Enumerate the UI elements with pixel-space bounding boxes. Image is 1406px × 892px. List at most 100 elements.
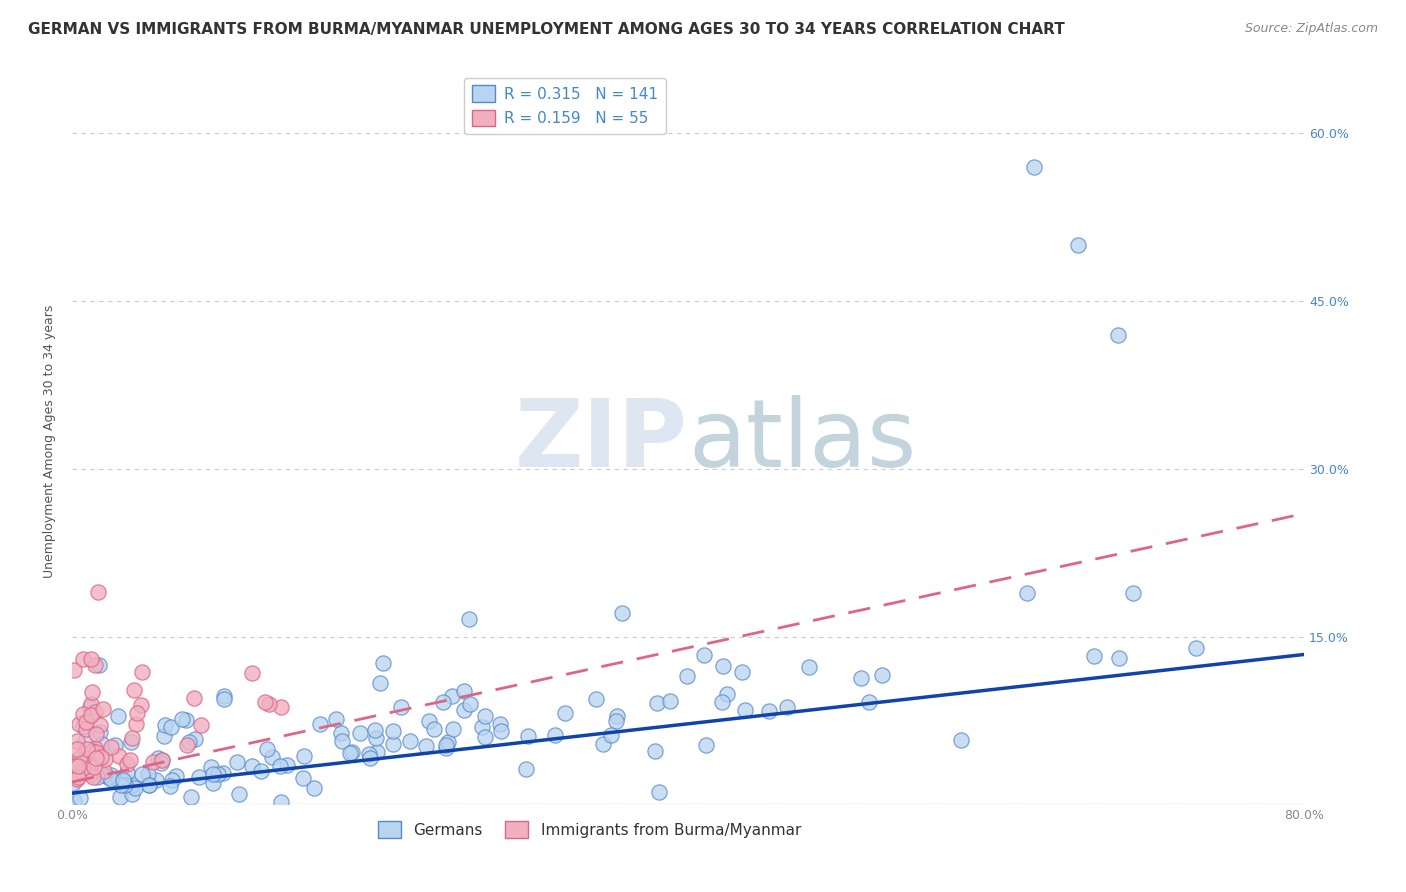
- Point: [114, 778, 136, 792]
- Point: [432, 695, 454, 709]
- Point: [65, 772, 87, 787]
- Point: [399, 733, 422, 747]
- Point: [121, 787, 143, 801]
- Point: [250, 764, 273, 778]
- Point: [437, 735, 460, 749]
- Point: [359, 747, 381, 761]
- Point: [187, 771, 209, 785]
- Point: [124, 780, 146, 795]
- Point: [165, 769, 187, 783]
- Point: [84, 727, 107, 741]
- Point: [292, 749, 315, 764]
- Point: [256, 742, 278, 756]
- Point: [647, 697, 669, 711]
- Point: [381, 737, 404, 751]
- Point: [366, 745, 388, 759]
- Point: [80, 744, 103, 758]
- Point: [100, 768, 122, 782]
- Point: [515, 762, 537, 776]
- Point: [63, 759, 86, 773]
- Point: [458, 697, 481, 711]
- Point: [150, 756, 173, 771]
- Point: [415, 739, 437, 753]
- Point: [612, 606, 634, 620]
- Text: ZIP: ZIP: [515, 395, 688, 487]
- Point: [83, 760, 105, 774]
- Point: [544, 728, 567, 742]
- Text: GERMAN VS IMMIGRANTS FROM BURMA/MYANMAR UNEMPLOYMENT AMONG AGES 30 TO 34 YEARS C: GERMAN VS IMMIGRANTS FROM BURMA/MYANMAR …: [28, 22, 1064, 37]
- Point: [1108, 650, 1130, 665]
- Point: [184, 732, 207, 747]
- Point: [190, 718, 212, 732]
- Point: [80, 708, 103, 723]
- Point: [585, 692, 607, 706]
- Point: [212, 691, 235, 706]
- Point: [111, 772, 134, 787]
- Point: [82, 770, 104, 784]
- Point: [453, 703, 475, 717]
- Point: [330, 733, 353, 747]
- Point: [342, 745, 364, 759]
- Point: [155, 718, 177, 732]
- Point: [489, 716, 512, 731]
- Point: [240, 665, 263, 680]
- Point: [118, 754, 141, 768]
- Point: [125, 717, 148, 731]
- Point: [309, 716, 332, 731]
- Point: [72, 719, 94, 733]
- Point: [257, 697, 280, 711]
- Point: [389, 699, 412, 714]
- Point: [138, 778, 160, 792]
- Point: [592, 737, 614, 751]
- Point: [1015, 586, 1038, 600]
- Point: [115, 756, 138, 771]
- Point: [600, 729, 623, 743]
- Point: [276, 757, 298, 772]
- Point: [159, 780, 181, 794]
- Point: [86, 751, 108, 765]
- Point: [76, 741, 98, 756]
- Point: [121, 731, 143, 746]
- Point: [950, 733, 973, 747]
- Point: [84, 658, 107, 673]
- Point: [80, 697, 103, 711]
- Point: [160, 720, 183, 734]
- Point: [69, 791, 91, 805]
- Point: [758, 704, 780, 718]
- Point: [423, 722, 446, 736]
- Point: [112, 774, 135, 789]
- Point: [474, 709, 496, 723]
- Point: [172, 712, 194, 726]
- Point: [325, 712, 347, 726]
- Point: [226, 755, 249, 769]
- Point: [67, 770, 90, 784]
- Point: [1107, 327, 1129, 342]
- Point: [1083, 649, 1105, 664]
- Text: Source: ZipAtlas.com: Source: ZipAtlas.com: [1244, 22, 1378, 36]
- Point: [90, 750, 112, 764]
- Point: [647, 785, 669, 799]
- Point: [676, 668, 699, 682]
- Point: [75, 722, 97, 736]
- Point: [228, 787, 250, 801]
- Point: [849, 671, 872, 685]
- Point: [211, 766, 233, 780]
- Point: [104, 738, 127, 752]
- Point: [202, 767, 225, 781]
- Point: [63, 663, 86, 677]
- Point: [695, 738, 717, 752]
- Point: [107, 749, 129, 764]
- Text: atlas: atlas: [688, 395, 917, 487]
- Point: [799, 660, 821, 674]
- Point: [434, 738, 457, 752]
- Point: [145, 772, 167, 787]
- Point: [554, 706, 576, 720]
- Point: [260, 750, 283, 764]
- Legend: Germans, Immigrants from Burma/Myanmar: Germans, Immigrants from Burma/Myanmar: [373, 815, 807, 844]
- Point: [115, 764, 138, 779]
- Point: [86, 770, 108, 784]
- Point: [373, 657, 395, 671]
- Point: [121, 735, 143, 749]
- Point: [302, 781, 325, 796]
- Point: [75, 714, 97, 729]
